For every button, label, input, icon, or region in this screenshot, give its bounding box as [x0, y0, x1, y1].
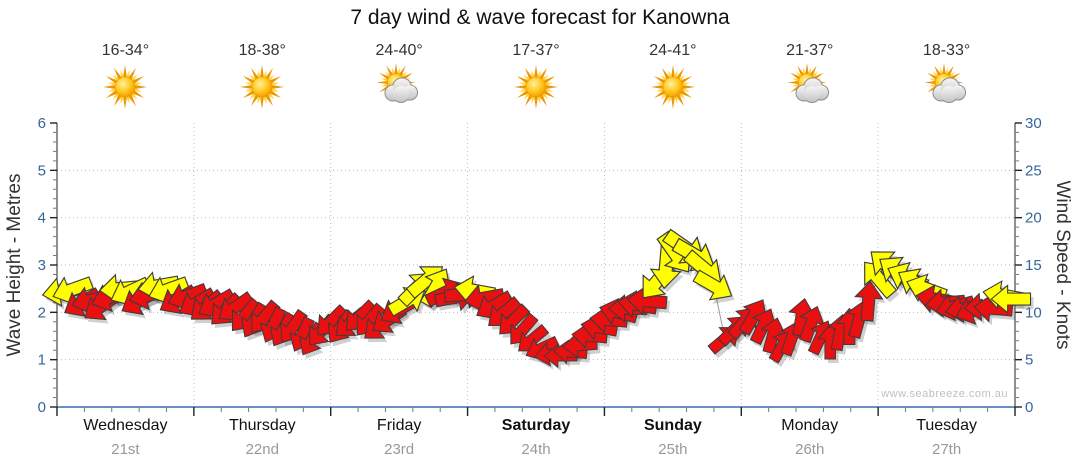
cloud-part-fill — [393, 86, 410, 102]
day-headers: 16-34° 18-38° 24-40° 17-37° 24-41° 21-37° 18-3… — [57, 40, 1015, 110]
sun-disc — [662, 76, 684, 98]
sun-disc — [251, 76, 273, 98]
temp-range-label: 16-34° — [101, 42, 150, 59]
tick-label-left: 6 — [38, 115, 46, 132]
wind-arrow — [854, 280, 884, 322]
temp-range-label: 18-38° — [238, 42, 286, 59]
day-header: 21-37° — [741, 40, 878, 110]
day-date-label: 26th — [795, 441, 825, 458]
wind-arrow — [692, 269, 733, 301]
day-name-label: Sunday — [643, 417, 702, 434]
sun-disc — [525, 76, 547, 98]
day-label: Friday 23rd — [331, 416, 468, 458]
day-date-label: 27th — [931, 441, 962, 458]
day-header: 18-33° — [878, 40, 1015, 110]
cloud-part-fill — [940, 86, 957, 102]
temp-range-label: 24-40° — [375, 42, 423, 59]
right-axis-label: Wind Speed - Knots — [1052, 180, 1073, 350]
day-date-label: 23rd — [384, 441, 415, 458]
day-date-label: 21st — [111, 441, 140, 458]
tick-label-left: 3 — [38, 257, 46, 274]
sun-icon — [650, 65, 695, 109]
day-labels: Wednesday 21st Thursday 22nd Friday 23rd Satur… — [57, 416, 1015, 458]
day-name-label: Tuesday — [916, 417, 977, 434]
day-header: 16-34° — [57, 40, 194, 110]
tick-label-left: 2 — [38, 304, 46, 321]
tick-label-right: 0 — [1025, 399, 1033, 416]
wind-arrow — [799, 305, 825, 344]
day-label: Saturday 24th — [468, 416, 605, 458]
day-name-label: Monday — [781, 417, 839, 434]
temp-range-label: 17-37° — [512, 42, 560, 59]
temp-range-label: 21-37° — [786, 42, 834, 59]
wind-arrow — [990, 284, 1032, 314]
temp-range-label: 18-33° — [922, 42, 971, 59]
day-date-label: 25th — [658, 441, 688, 458]
tick-label-right: 5 — [1025, 352, 1033, 369]
day-header: 18-38° — [194, 40, 331, 110]
day-date-label: 24th — [521, 441, 551, 458]
partly-cloudy-icon — [376, 64, 419, 104]
day-header: 24-40° — [331, 40, 468, 110]
day-name-label: Wednesday — [83, 417, 168, 434]
sun-icon — [514, 65, 558, 109]
day-date-label: 22nd — [245, 441, 279, 458]
wind-arrow — [626, 286, 668, 316]
wind-arrows — [41, 228, 1032, 369]
tick-label-left: 4 — [38, 210, 46, 227]
cloud-part-fill — [803, 86, 820, 102]
left-axis-label: Wave Height - Metres — [4, 173, 25, 357]
day-header: 17-37° — [468, 40, 605, 110]
day-label: Thursday 22nd — [194, 416, 331, 458]
day-name-label: Thursday — [228, 417, 296, 434]
tick-label-right: 30 — [1025, 115, 1042, 132]
tick-label-left: 5 — [38, 162, 46, 179]
partly-cloudy-icon — [787, 64, 829, 104]
watermark: www.seabreeze.com.au — [881, 388, 1008, 400]
partly-cloudy-icon — [924, 64, 966, 104]
tick-label-right: 10 — [1025, 304, 1042, 321]
tick-label-left: 1 — [38, 352, 46, 369]
tick-label-right: 20 — [1025, 210, 1042, 227]
day-name-label: Saturday — [501, 417, 571, 434]
day-label: Wednesday 21st — [57, 416, 194, 458]
temp-range-label: 24-41° — [649, 42, 697, 59]
tick-label-left: 0 — [38, 399, 46, 416]
sun-disc — [115, 76, 136, 98]
wind-arrow — [749, 308, 777, 346]
page-title: 7 day wind & wave forecast for Kanowna — [350, 6, 730, 29]
day-label: Sunday 25th — [604, 416, 741, 458]
tick-label-right: 15 — [1025, 257, 1042, 274]
day-name-label: Friday — [376, 417, 422, 434]
day-label: Monday 26th — [741, 416, 878, 458]
tick-label-right: 25 — [1025, 162, 1042, 179]
day-label: Tuesday 27th — [878, 416, 1015, 458]
day-header: 24-41° — [604, 40, 741, 110]
sun-icon — [240, 65, 285, 109]
sun-icon — [103, 65, 148, 109]
